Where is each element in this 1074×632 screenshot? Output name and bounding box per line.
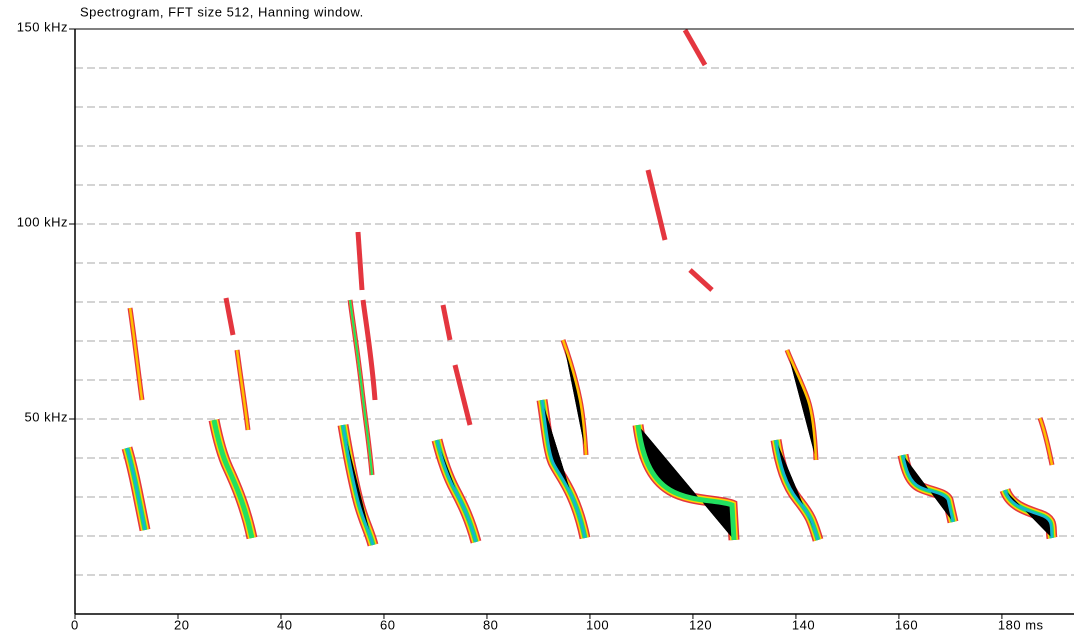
- spectrogram-traces: [127, 30, 1052, 545]
- x-tick-label: 60: [380, 617, 395, 632]
- x-tick-label: 0: [71, 617, 79, 632]
- x-tick-label: 180 ms: [998, 617, 1044, 632]
- harmonic-yellow: [128, 298, 1054, 477]
- x-tick-label: 100: [586, 617, 609, 632]
- x-tick-label: 20: [174, 617, 189, 632]
- x-tick-label: 80: [483, 617, 498, 632]
- x-tick-label: 40: [277, 617, 292, 632]
- trace-blue: [125, 398, 1054, 547]
- chart-title: Spectrogram, FFT size 512, Hanning windo…: [80, 4, 364, 19]
- x-tick-label: 160: [895, 617, 918, 632]
- y-tick-label: 150 kHz: [17, 19, 68, 34]
- x-tick-label: 120: [689, 617, 712, 632]
- y-tick-label: 100 kHz: [17, 214, 68, 229]
- x-tick-label: 140: [792, 617, 815, 632]
- harmonic-red: [130, 30, 1052, 475]
- y-tick-label: 50 kHz: [25, 409, 68, 424]
